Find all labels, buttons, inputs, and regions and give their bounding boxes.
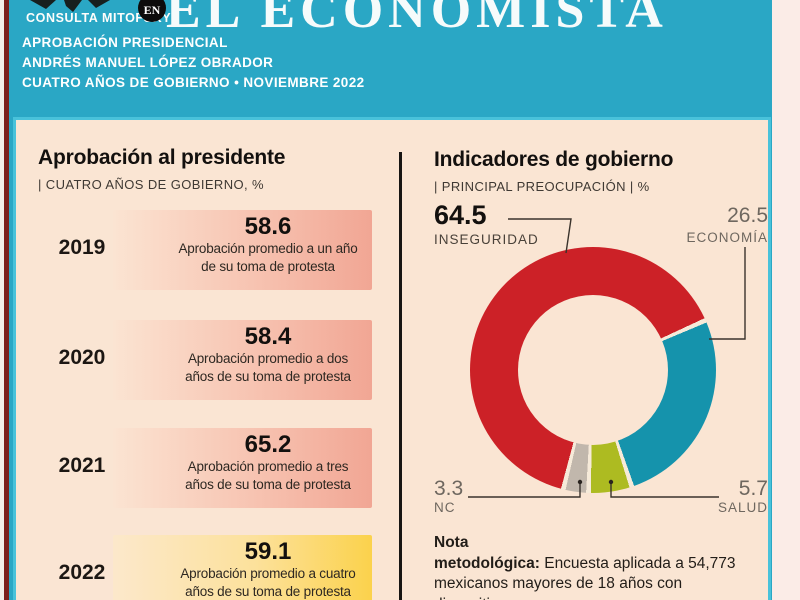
salud-value: 5.7 (738, 477, 768, 500)
left-edge-strip (0, 0, 4, 600)
indicators-section-subtitle: | PRINCIPAL PREOCUPACIÓN | % (434, 179, 650, 194)
approval-row-2020: 2020 58.4 Aprobación promedio a dos años… (0, 320, 800, 400)
subject-line-president: ANDRÉS MANUEL LÓPEZ OBRADOR (22, 55, 274, 70)
subject-line-topic: APROBACIÓN PRESIDENCIAL (22, 35, 228, 50)
approval-value: 59.1 (244, 538, 292, 565)
subject-line-date: CUATRO AÑOS DE GOBIERNO • NOVIEMBRE 2022 (22, 75, 365, 90)
nc-label: NC (434, 500, 456, 515)
approval-caption-line2: años de su toma de protesta (185, 584, 351, 599)
approval-row-2021: 2021 65.2 Aprobación promedio a tres año… (0, 428, 800, 508)
approval-section-title: Aprobación al presidente (38, 146, 286, 169)
approval-caption-line2: años de su toma de protesta (185, 477, 351, 492)
approval-section-subtitle: | CUATRO AÑOS DE GOBIERNO, % (38, 177, 264, 192)
donut-hole (518, 295, 668, 445)
approval-value: 58.4 (244, 323, 292, 350)
en-badge-label: EN (143, 3, 161, 17)
approval-bar: 65.2 Aprobación promedio a tres años de … (113, 428, 372, 508)
methodology-note: Nota metodológica: Encuesta aplicada a 5… (434, 533, 766, 600)
mitofsky-bird-logo (30, 0, 110, 12)
approval-caption-line2: años de su toma de protesta (185, 369, 351, 384)
left-edge-red-strip (4, 0, 9, 600)
inseguridad-label: INSEGURIDAD (434, 232, 539, 247)
approval-caption-line2: de su toma de protesta (201, 259, 335, 274)
header-subject-block: APROBACIÓN PRESIDENCIAL ANDRÉS MANUEL LÓ… (22, 33, 365, 93)
approval-bar: 58.6 Aprobación promedio a un año de su … (113, 210, 372, 290)
nc-value: 3.3 (434, 477, 464, 500)
consulta-mitofsky-wordmark: CONSULTA MITOFSKY (26, 11, 172, 25)
year-label: 2021 (58, 454, 106, 477)
panel-divider (399, 152, 402, 600)
approval-value: 65.2 (244, 431, 292, 458)
note-bold-word1: Nota (434, 534, 469, 551)
en-badge: EN (138, 0, 166, 22)
approval-caption-line1: Aprobación promedio a tres (187, 459, 349, 474)
right-edge-strip (772, 0, 800, 600)
economia-value: 26.5 (727, 204, 768, 227)
el-economista-masthead: EL ECONOMISTA (166, 0, 668, 39)
salud-label: SALUD (717, 500, 768, 515)
concerns-donut-chart (470, 247, 716, 493)
approval-row-2022: 2022 59.1 Aprobación promedio a cuatro a… (0, 535, 800, 600)
approval-value: 58.6 (244, 213, 292, 240)
note-text-line2: Encuesta aplicada a 54,773 (539, 554, 736, 572)
year-label: 2022 (58, 561, 106, 584)
indicators-section-title: Indicadores de gobierno (434, 148, 674, 171)
approval-caption-line1: Aprobación promedio a cuatro (180, 566, 356, 581)
year-label: 2020 (58, 346, 106, 369)
note-text-line3: mexicanos mayores de 18 años con disposi… (434, 575, 683, 600)
approval-row-2019: 2019 58.6 Aprobación promedio a un año d… (0, 210, 800, 290)
year-label: 2019 (58, 236, 106, 259)
inseguridad-value: 64.5 (434, 200, 487, 230)
approval-caption-line1: Aprobación promedio a dos (187, 351, 349, 366)
approval-bar: 58.4 Aprobación promedio a dos años de s… (113, 320, 372, 400)
approval-bar: 59.1 Aprobación promedio a cuatro años d… (113, 535, 372, 600)
note-bold-word2: metodológica: (434, 554, 540, 572)
economia-label: ECONOMÍA (686, 230, 768, 245)
approval-caption-line1: Aprobación promedio a un año (178, 241, 358, 256)
